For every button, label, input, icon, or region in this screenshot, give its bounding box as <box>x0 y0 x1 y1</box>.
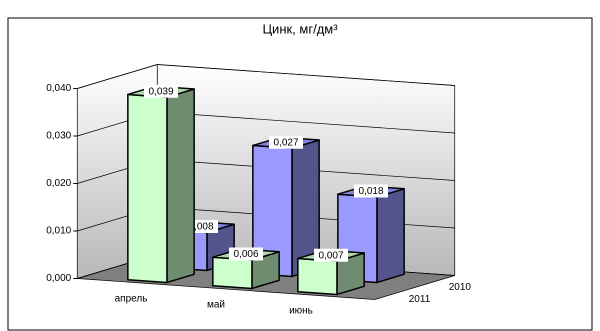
chart-title: Цинк, мг/дм³ <box>262 21 338 36</box>
value-label: 0,039 <box>148 86 173 97</box>
bar-front <box>127 93 168 284</box>
grid-line <box>77 64 455 89</box>
value-label: 0,006 <box>233 249 258 260</box>
y-tick-label: 0,040 <box>46 83 71 94</box>
bar <box>127 85 195 284</box>
y-tick-label: 0,020 <box>46 178 71 189</box>
value-label: 0,027 <box>273 137 298 148</box>
y-tick-label: 0,000 <box>46 273 71 284</box>
value-label-box <box>314 248 348 262</box>
y-tick-label: 0,030 <box>46 131 71 142</box>
bar-side <box>376 188 405 284</box>
y-tick-label: 0,010 <box>46 226 71 237</box>
bar-side <box>166 88 195 284</box>
value-label-box <box>144 84 178 98</box>
x-tick-label: июнь <box>289 306 313 317</box>
depth-label: 2010 <box>449 282 472 293</box>
value-label: 0,007 <box>318 250 343 261</box>
value-label-box <box>269 135 303 149</box>
value-label: 0,008 <box>188 222 213 233</box>
bar-front <box>212 256 253 290</box>
value-label-box <box>354 184 388 198</box>
value-label: 0,018 <box>358 186 383 197</box>
x-tick-label: май <box>207 300 225 311</box>
bar-front <box>297 257 338 296</box>
value-label-box <box>229 247 263 261</box>
x-tick-label: апрель <box>115 294 148 305</box>
depth-label: 2011 <box>409 294 431 305</box>
